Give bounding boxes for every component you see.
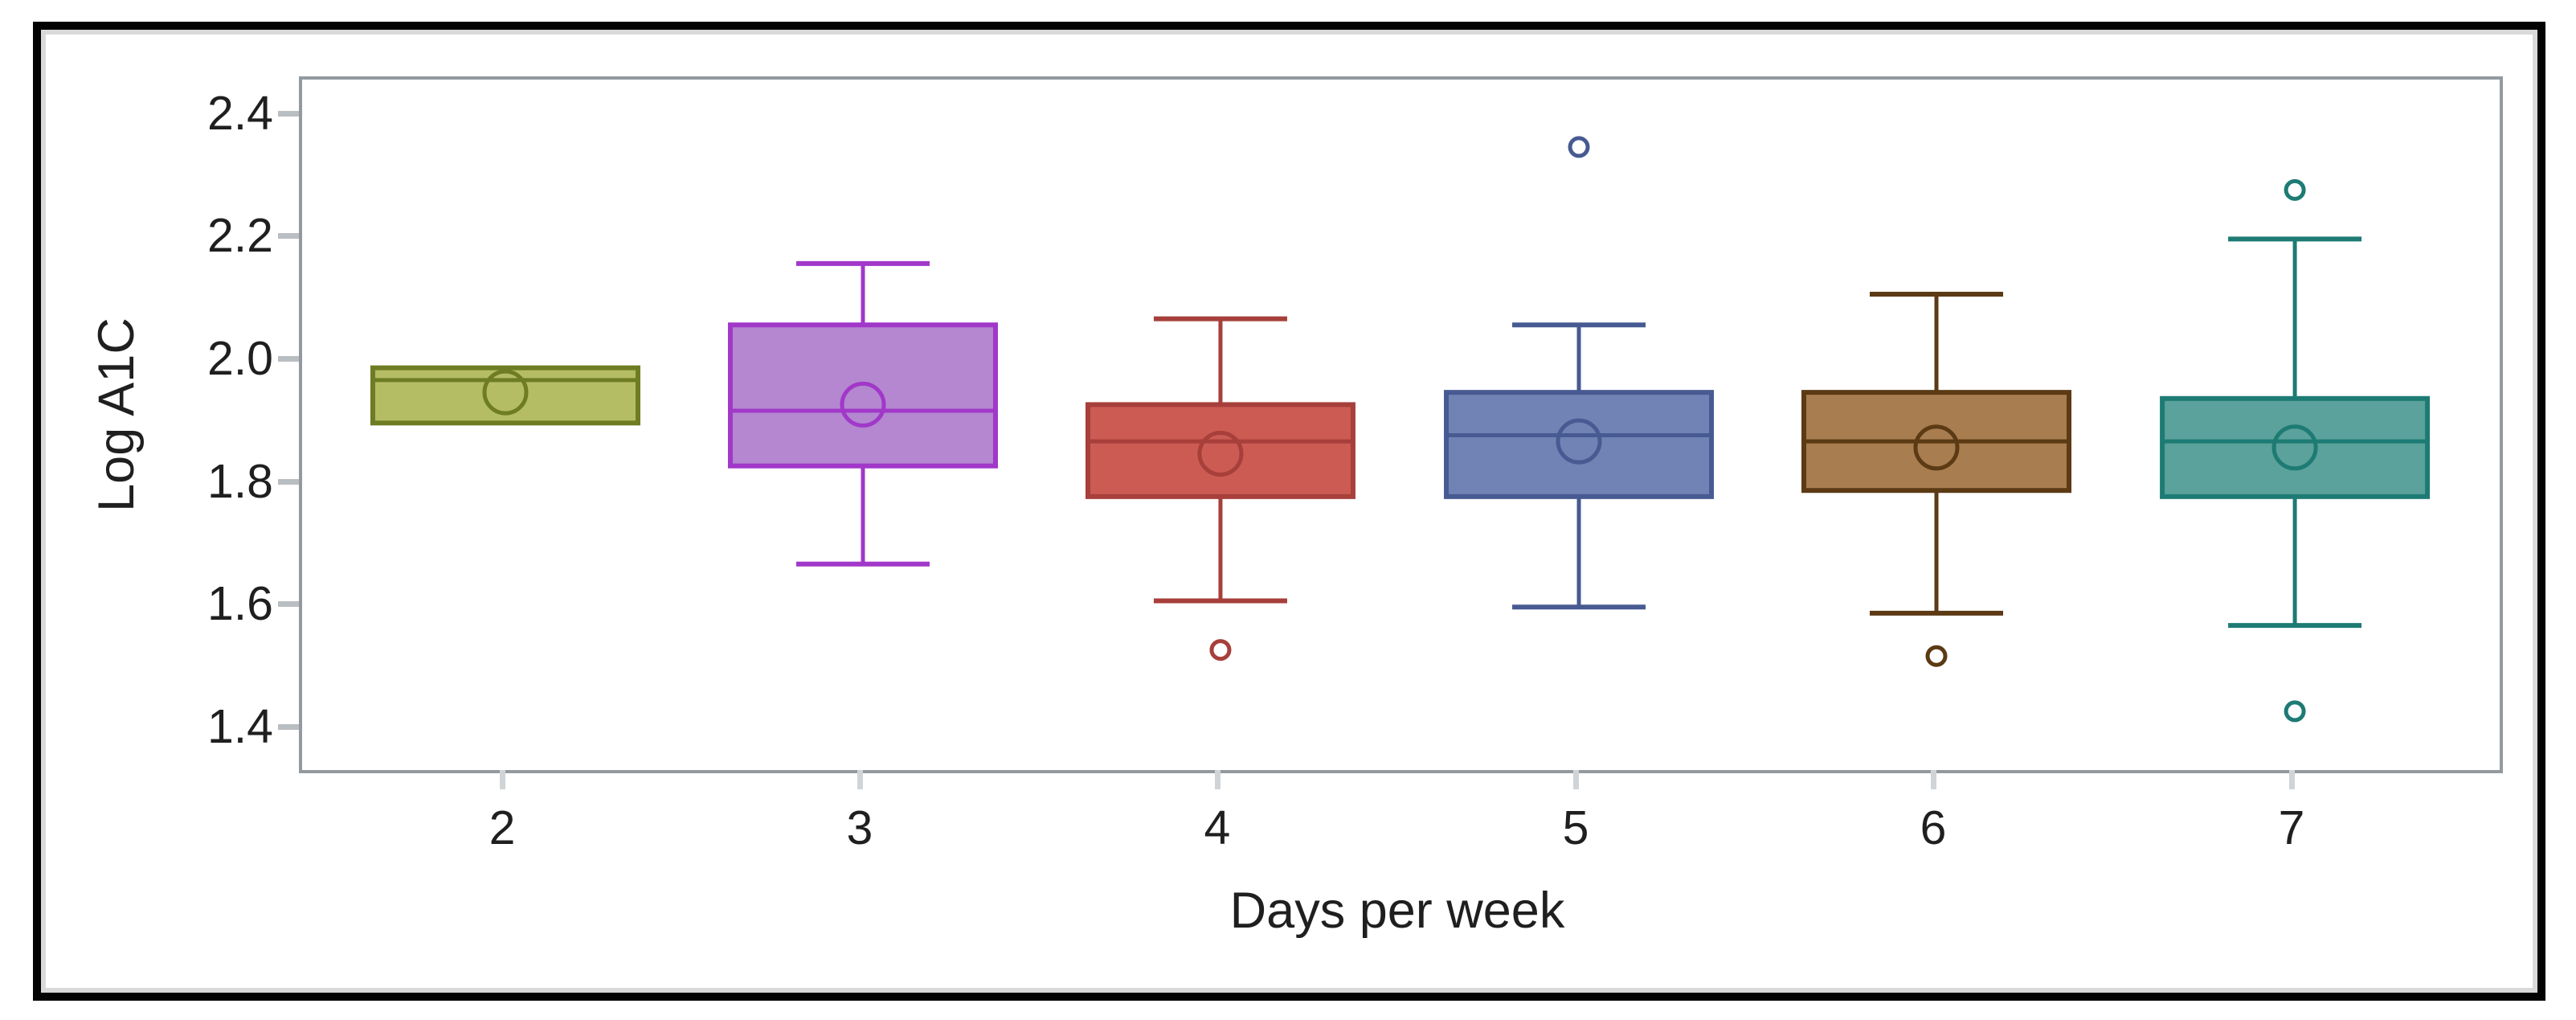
plot-area bbox=[299, 76, 2503, 773]
box-7 bbox=[2160, 395, 2431, 499]
box-group-7 bbox=[2160, 178, 2431, 723]
y-tick-label: 2.0 bbox=[206, 331, 273, 385]
x-tick-label: 4 bbox=[1204, 801, 1231, 854]
mean-marker-4 bbox=[1197, 430, 1244, 477]
x-tick-mark bbox=[499, 770, 505, 789]
x-tick-label: 5 bbox=[1562, 801, 1589, 854]
box-group-6 bbox=[1801, 292, 2072, 667]
y-tick-label: 2.4 bbox=[206, 86, 273, 140]
x-tick-mark bbox=[1214, 770, 1221, 789]
mean-marker-2 bbox=[482, 369, 529, 416]
y-tick-mark bbox=[278, 355, 299, 362]
box-4 bbox=[1085, 402, 1355, 499]
box-3 bbox=[727, 322, 998, 469]
x-tick-label: 3 bbox=[846, 801, 873, 854]
y-tick-label: 1.6 bbox=[206, 577, 273, 631]
outlier-marker-6 bbox=[1925, 645, 1948, 667]
y-tick-mark bbox=[278, 723, 299, 730]
y-tick-mark bbox=[278, 110, 299, 117]
box-group-3 bbox=[727, 260, 998, 567]
mean-marker-5 bbox=[1556, 418, 1602, 465]
x-tick-label: 7 bbox=[2278, 801, 2305, 854]
x-tick-mark bbox=[2289, 770, 2296, 789]
x-tick-mark bbox=[857, 770, 863, 789]
y-tick-label: 1.8 bbox=[206, 454, 273, 508]
x-tick-mark bbox=[1573, 770, 1580, 789]
x-axis-title: Days per week bbox=[1229, 883, 1565, 939]
boxplot-canvas bbox=[370, 136, 2431, 723]
mean-marker-7 bbox=[2271, 424, 2318, 471]
x-tick-label: 2 bbox=[489, 801, 516, 854]
box-group-4 bbox=[1085, 316, 1355, 662]
mean-marker-3 bbox=[840, 381, 886, 428]
outlier-marker-7 bbox=[2284, 700, 2306, 723]
box-group-5 bbox=[1444, 136, 1715, 610]
y-tick-label: 1.4 bbox=[206, 699, 273, 753]
mean-marker-6 bbox=[1913, 424, 1960, 471]
y-tick-mark bbox=[278, 233, 299, 240]
x-tick-label: 6 bbox=[1920, 801, 1947, 854]
box-group-2 bbox=[370, 365, 640, 426]
y-tick-label: 2.2 bbox=[206, 209, 273, 263]
outlier-marker-7 bbox=[2284, 178, 2306, 201]
outlier-marker-4 bbox=[1209, 639, 1232, 662]
y-tick-mark bbox=[278, 478, 299, 485]
outlier-marker-5 bbox=[1568, 136, 1590, 158]
y-tick-mark bbox=[278, 601, 299, 608]
x-tick-mark bbox=[1931, 770, 1937, 789]
box-5 bbox=[1444, 390, 1715, 499]
